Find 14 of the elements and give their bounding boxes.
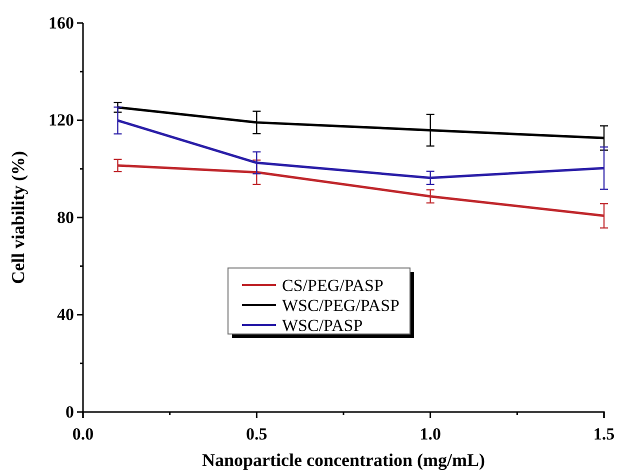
x-tick-label: 0.0 [72, 424, 94, 444]
legend-label: WSC/PEG/PASP [282, 296, 400, 315]
x-tick-label: 1.5 [593, 424, 615, 444]
y-tick-label: 120 [48, 110, 74, 130]
x-tick-label: 1.0 [420, 424, 441, 444]
y-tick-label: 0 [66, 402, 74, 422]
legend-label: WSC/PASP [282, 316, 363, 335]
x-axis-title: Nanoparticle concentration (mg/mL) [202, 450, 485, 470]
y-tick-label: 40 [57, 305, 74, 324]
legend-label: CS/PEG/PASP [282, 276, 384, 295]
y-tick-label: 160 [48, 13, 74, 32]
y-axis-title: Cell viability (%) [8, 151, 28, 284]
x-tick-label: 0.5 [246, 424, 268, 444]
y-tick-label: 80 [57, 208, 74, 227]
